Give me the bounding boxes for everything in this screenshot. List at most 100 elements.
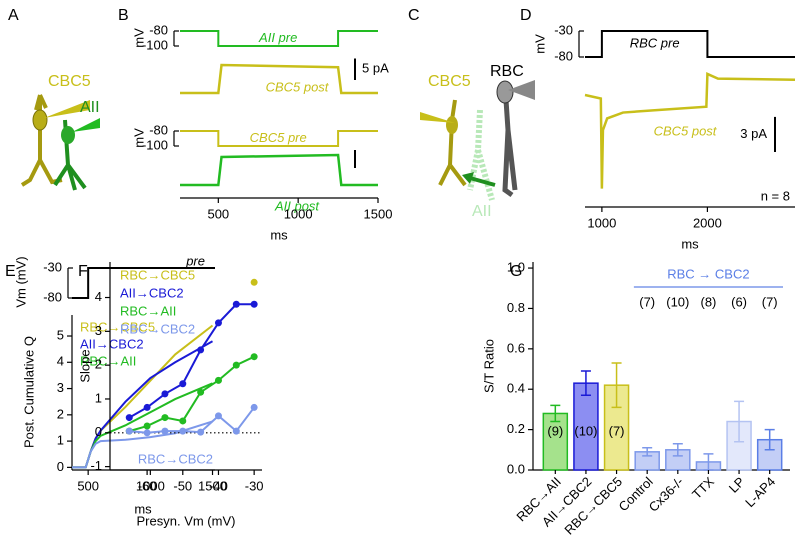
legend-entry: RBC→CBC2 [138,451,213,466]
x-axis-label: Presyn. Vm (mV) [137,513,236,528]
diagram-a: CBC5 AII [20,73,100,191]
stim-tick-label: -100 [142,137,168,152]
x-axis-label: ms [134,501,152,516]
response-label: CBC5 post [266,79,330,94]
y-axis-label: S/T Ratio [481,339,496,393]
response-trace [180,63,378,95]
stim-label: AII pre [258,30,297,45]
panel-label: D [520,7,532,24]
y-tick-label: 0.0 [507,461,525,476]
stim-tick-label: -80 [149,22,168,37]
n-label: (7) [762,294,778,309]
y-tick-label: 4 [95,289,102,304]
y-tick-label: 2 [95,357,102,372]
y-axis-label: Slope [77,349,92,382]
y-tick-label: 4 [57,354,64,369]
response-trace [584,72,796,189]
stim-trace [180,30,378,47]
point [197,428,205,436]
x-tick-label: -50 [173,478,192,493]
stim-tick-label: -30 [554,22,573,37]
error-bar [611,362,622,409]
x-tick-label: 1500 [364,206,393,221]
y-tick-label: 0.8 [507,300,525,315]
legend-entry: RBC→CBC5 [120,267,195,282]
x-tick-label: 1000 [136,478,165,493]
point [161,427,169,435]
stim-label: CBC5 pre [250,130,307,145]
x-tick-label: LP [726,474,748,496]
x-tick-label: 2000 [693,215,722,230]
y-tick-label: 3 [57,380,64,395]
panel-label: C [408,7,420,24]
point [161,390,169,398]
n-label: (9) [547,423,563,438]
error-bar [672,442,683,457]
x-tick-label: -30 [245,478,264,493]
legend-entry: RBC→CBC2 [120,321,195,336]
error-bar [764,428,775,451]
point [161,414,169,422]
x-tick-label: Cx36-/- [646,474,687,515]
point [143,422,151,430]
y-tick-label: 5 [57,327,64,342]
y-tick-label: 2 [57,406,64,421]
panel-label: A [8,7,19,24]
scale-bar-label: 5 pA [362,61,389,76]
x-tick-label: L-AP4 [742,474,778,510]
point [232,300,240,308]
y-tick-label: -1 [90,458,102,473]
cell-label: CBC5 [48,73,91,90]
point [250,353,258,361]
legend-entry: AII→CBC2 [80,336,144,351]
y-tick-label: 1 [95,390,102,405]
y-tick-label: 1 [57,433,64,448]
n-label: (8) [700,294,716,309]
point [214,319,222,327]
response-label: AII post [274,198,320,213]
cell-label: CBC5 [428,73,471,90]
stim-tick-label: -100 [142,37,168,52]
point [250,300,258,308]
point [125,427,133,435]
group-label: RBC → CBC2 [667,266,749,281]
cell-label: RBC [490,63,524,80]
y-tick-label: 0.6 [507,340,525,355]
diagram-c: CBC5 RBC AII [420,63,535,220]
error-bar [550,404,561,423]
point [250,278,258,286]
x-tick-label: 1000 [284,206,313,221]
x-tick-label: 1000 [587,215,616,230]
response-trace [180,153,378,187]
series-line [72,420,213,469]
point [214,376,222,384]
x-axis-label: ms [681,236,699,251]
point [125,414,133,422]
y-axis-label: Vm (mV) [13,256,28,307]
point [214,412,222,420]
n-label: (7) [609,423,625,438]
y-axis-label: mV [131,28,146,48]
error-bar [734,400,745,443]
y-axis-label: Post. Cumulative Q [21,336,36,448]
panel-label: G [510,263,522,280]
x-tick-label: TTX [689,474,717,502]
stim-trace [585,30,795,58]
point [143,403,151,411]
response-label: CBC5 post [654,123,718,138]
point [232,427,240,435]
panel-label: F [78,263,88,280]
x-tick-label: -60 [138,478,157,493]
x-tick-label: 500 [207,206,229,221]
n-label: (7) [639,294,655,309]
scale-bar-label: 3 pA [740,126,767,141]
y-tick-label: 0 [57,459,64,474]
error-bar [642,447,653,457]
n-label: (10) [666,294,689,309]
y-tick-label: 1.0 [507,259,525,274]
stim-label: RBC pre [630,35,680,50]
point [179,427,187,435]
n-label: (10) [574,423,597,438]
x-tick-label: -40 [209,478,228,493]
